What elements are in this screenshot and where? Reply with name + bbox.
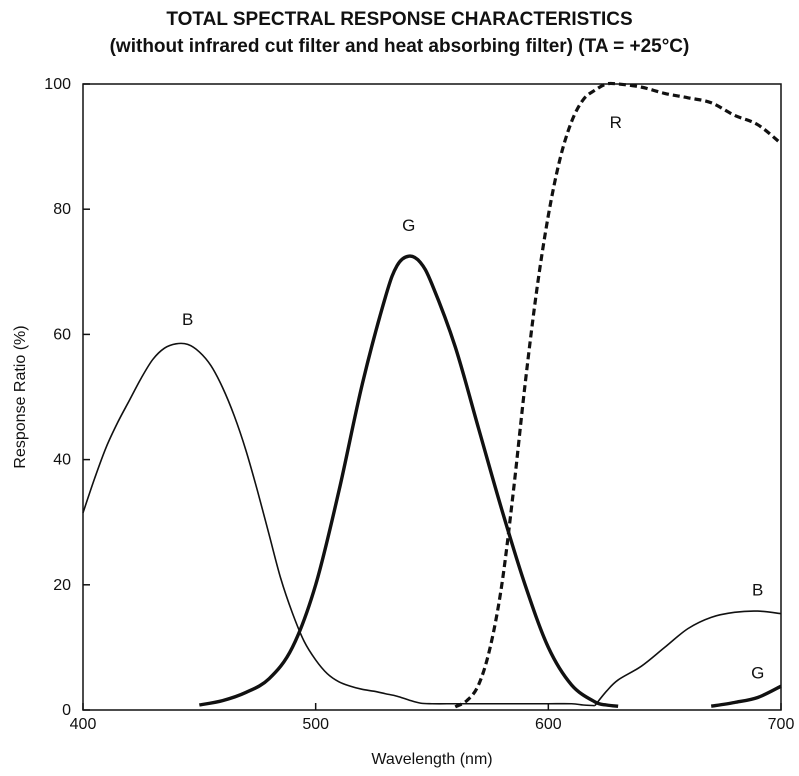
curve-label-g: G <box>751 664 764 683</box>
y-tick-label: 20 <box>53 577 71 594</box>
series-line-b-0 <box>82 342 595 707</box>
curve-label-b: B <box>182 310 193 329</box>
chart-subtitle: (without infrared cut filter and heat ab… <box>109 36 690 57</box>
series-line-g-1 <box>199 254 619 708</box>
series-layer <box>82 81 783 709</box>
curve-label-g: G <box>402 216 415 235</box>
x-tick-label: 400 <box>70 716 97 733</box>
series-line-b-3 <box>594 610 782 707</box>
chart-title-block: TOTAL SPECTRAL RESPONSE CHARACTERISTICS … <box>0 6 799 60</box>
series-line-r-2 <box>454 81 783 709</box>
x-axis-title: Wavelength (nm) <box>371 751 492 768</box>
x-tick-label: 500 <box>302 716 329 733</box>
series-line-g-4 <box>710 684 782 708</box>
y-axis-label: Response Ratio (%) <box>12 325 29 468</box>
x-axis-label: Wavelength (nm) <box>371 751 492 768</box>
curve-label-r: R <box>610 113 622 132</box>
y-tick-label: 40 <box>53 452 71 469</box>
curve-label-b: B <box>752 580 763 599</box>
curve-label-layer: B G R B G <box>182 113 764 683</box>
x-tick-label: 600 <box>535 716 562 733</box>
y-tick-label: 60 <box>53 326 71 343</box>
plot-frame <box>82 83 782 711</box>
x-tick-label: 700 <box>768 716 795 733</box>
y-axis-title: Response Ratio (%) <box>12 325 29 468</box>
y-tick-label: 80 <box>53 201 71 218</box>
y-tick-label: 100 <box>44 76 71 93</box>
chart-title: TOTAL SPECTRAL RESPONSE CHARACTERISTICS <box>166 9 633 30</box>
tick-layer: 400 500 600 700 0 20 40 60 80 100 <box>44 76 794 733</box>
y-tick-label: 0 <box>62 702 71 719</box>
